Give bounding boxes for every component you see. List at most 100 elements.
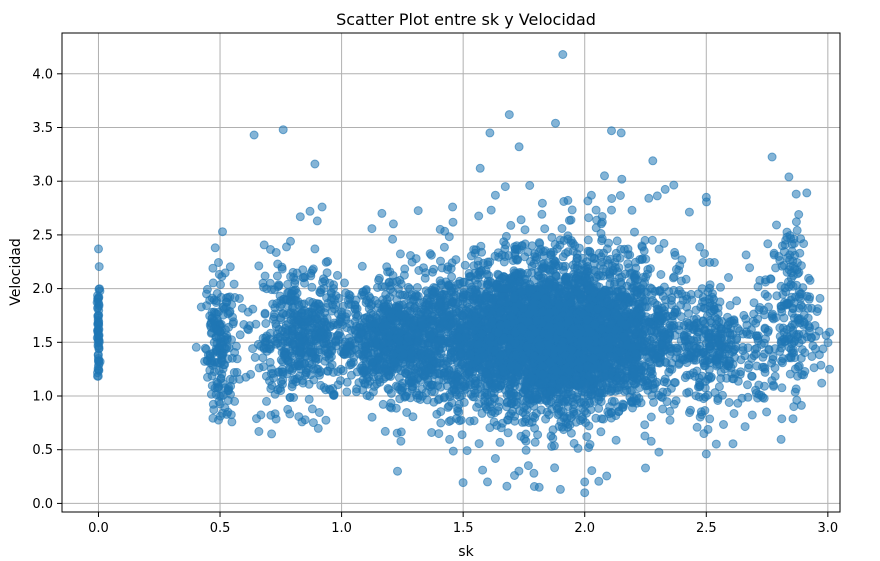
data-point — [228, 312, 237, 322]
data-point — [516, 215, 526, 225]
data-point — [530, 437, 540, 447]
data-point — [291, 377, 301, 387]
data-point — [273, 385, 283, 395]
data-point — [365, 355, 375, 365]
data-point — [191, 342, 201, 352]
data-point — [220, 383, 230, 393]
data-point — [428, 320, 438, 330]
data-point — [275, 291, 285, 301]
data-point — [241, 372, 251, 382]
data-point — [348, 357, 358, 367]
data-point — [474, 439, 484, 449]
data-point — [207, 358, 217, 368]
data-point — [412, 328, 422, 338]
data-point — [316, 288, 325, 298]
data-point — [692, 422, 702, 432]
data-point — [93, 371, 102, 381]
data-point — [200, 343, 210, 353]
data-point — [649, 397, 658, 407]
data-point — [212, 326, 222, 336]
data-point — [304, 339, 314, 349]
data-point — [411, 379, 420, 389]
data-point — [258, 278, 268, 288]
data-point — [288, 267, 298, 277]
data-point — [271, 414, 281, 424]
data-point — [267, 429, 277, 439]
data-point — [332, 270, 342, 280]
data-point — [380, 426, 390, 436]
data-point — [320, 276, 330, 286]
data-point — [647, 235, 657, 245]
data-point — [503, 428, 513, 438]
data-point — [287, 286, 297, 296]
data-point — [329, 280, 339, 290]
data-point — [668, 273, 678, 283]
data-point — [229, 279, 239, 289]
data-point — [367, 299, 377, 309]
data-point — [274, 280, 284, 290]
data-point — [430, 286, 440, 296]
data-point — [259, 240, 269, 250]
data-point — [316, 367, 326, 377]
data-point — [566, 428, 576, 438]
data-point — [711, 439, 721, 449]
data-point — [412, 283, 422, 292]
data-point — [216, 280, 225, 290]
data-point — [381, 366, 391, 376]
data-point — [623, 259, 633, 269]
data-point — [258, 353, 268, 363]
data-point — [278, 375, 288, 385]
data-point — [271, 248, 281, 257]
data-point — [325, 349, 335, 359]
data-point — [383, 267, 393, 277]
data-point — [669, 180, 679, 190]
data-point — [262, 396, 271, 406]
data-point — [375, 377, 385, 387]
data-point — [360, 338, 370, 348]
data-point — [293, 315, 303, 325]
data-point — [359, 346, 369, 356]
data-point — [279, 350, 289, 360]
data-point — [330, 304, 339, 314]
data-point — [254, 363, 264, 373]
data-point — [260, 308, 270, 318]
data-point — [208, 413, 218, 423]
data-point — [517, 287, 527, 296]
data-point — [455, 276, 465, 286]
data-point — [395, 336, 405, 346]
data-point — [274, 367, 283, 377]
data-point — [307, 282, 317, 292]
data-point — [225, 262, 235, 272]
data-point — [374, 275, 384, 285]
data-point — [365, 391, 375, 401]
data-point — [94, 330, 104, 340]
data-point — [294, 361, 303, 371]
data-point — [262, 331, 272, 341]
data-point — [306, 348, 316, 358]
data-point — [674, 345, 684, 354]
data-point — [205, 351, 215, 361]
data-point — [436, 407, 446, 417]
data-point — [457, 430, 467, 440]
data-point — [229, 368, 239, 377]
data-point — [277, 262, 287, 272]
data-point — [266, 369, 276, 378]
data-point — [342, 387, 352, 397]
data-point — [235, 330, 245, 340]
data-point — [261, 319, 271, 328]
data-point — [272, 271, 282, 281]
data-point — [226, 410, 236, 420]
data-point — [338, 366, 348, 376]
data-point — [341, 344, 351, 354]
data-point — [340, 278, 349, 288]
data-point — [214, 258, 223, 267]
data-point — [444, 401, 454, 411]
data-point — [666, 344, 676, 354]
data-point — [447, 272, 457, 282]
data-point — [573, 261, 583, 271]
data-point — [327, 360, 337, 370]
data-point — [405, 393, 415, 403]
data-point — [350, 300, 360, 310]
data-point — [646, 364, 656, 374]
data-point — [325, 321, 335, 331]
